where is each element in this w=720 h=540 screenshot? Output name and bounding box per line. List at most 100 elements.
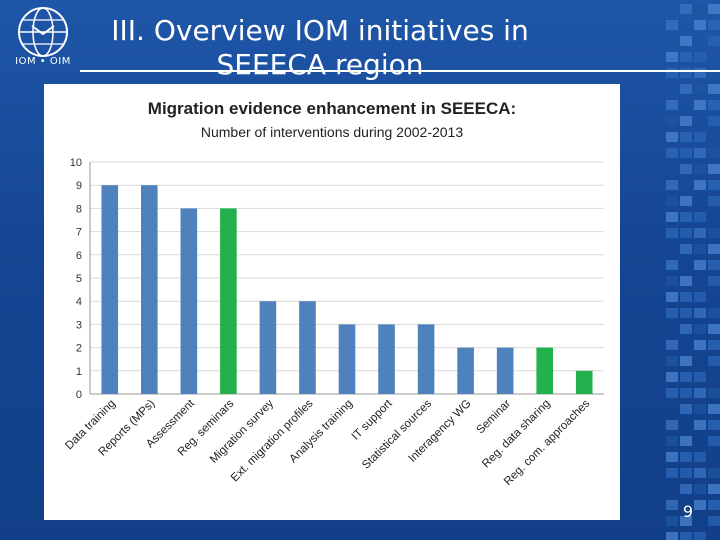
decorative-square xyxy=(694,132,706,142)
decorative-square xyxy=(666,52,678,62)
bar-seminar xyxy=(496,347,514,394)
decorative-square xyxy=(666,180,678,190)
bar-ext-migration-profiles xyxy=(299,301,316,394)
decorative-square xyxy=(666,340,678,350)
decorative-square xyxy=(680,388,692,398)
decorative-square xyxy=(694,308,706,318)
decorative-square xyxy=(694,164,706,174)
decorative-square xyxy=(694,212,706,222)
decorative-square xyxy=(694,244,706,254)
y-tick-label: 3 xyxy=(76,319,82,331)
bar-analysis-training xyxy=(338,324,356,394)
decorative-square xyxy=(666,68,678,78)
decorative-square xyxy=(680,436,692,446)
decorative-square xyxy=(666,196,678,206)
decorative-square xyxy=(694,52,706,62)
bar-reg-data-sharing xyxy=(536,347,553,394)
decorative-square xyxy=(694,84,706,94)
globe-icon xyxy=(18,7,68,57)
iom-logo xyxy=(6,4,80,74)
decorative-square xyxy=(694,100,706,110)
decorative-square xyxy=(666,308,678,318)
decorative-square xyxy=(708,324,720,334)
decorative-square xyxy=(694,148,706,158)
decorative-squares xyxy=(666,4,720,540)
decorative-square xyxy=(708,468,720,478)
decorative-square xyxy=(680,68,692,78)
decorative-square xyxy=(666,292,678,302)
bar-assessment xyxy=(180,208,198,394)
decorative-square xyxy=(708,196,720,206)
x-tick-label: Statistical sources xyxy=(360,397,434,471)
decorative-square xyxy=(680,516,692,526)
bar-reg-seminars xyxy=(220,208,237,394)
decorative-square xyxy=(680,276,692,286)
decorative-square xyxy=(680,116,692,126)
y-tick-label: 2 xyxy=(76,343,82,355)
decorative-square xyxy=(680,292,692,302)
bar-it-support xyxy=(378,324,395,394)
y-tick-label: 5 xyxy=(76,273,82,285)
decorative-square xyxy=(694,4,706,14)
decorative-square xyxy=(708,84,720,94)
decorative-square xyxy=(694,420,706,430)
x-tick-label: Reg. data sharing xyxy=(480,398,553,471)
decorative-square xyxy=(680,324,692,334)
decorative-square xyxy=(708,340,720,350)
bar-statistical-sources xyxy=(417,324,435,394)
decorative-square xyxy=(680,532,692,540)
x-tick-label: Seminar xyxy=(475,398,514,437)
chart-subtitle: Number of interventions during 2002-2013 xyxy=(201,124,463,140)
decorative-square xyxy=(666,116,678,126)
decorative-square xyxy=(708,404,720,414)
bar-reg-com-approaches xyxy=(575,370,593,394)
y-tick-label: 6 xyxy=(76,250,82,262)
bar-chart: Migration evidence enhancement in SEEECA… xyxy=(63,99,604,488)
title-divider xyxy=(80,70,720,72)
decorative-square xyxy=(708,20,720,30)
decorative-square xyxy=(666,212,678,222)
decorative-square xyxy=(680,148,692,158)
decorative-square xyxy=(680,212,692,222)
decorative-square xyxy=(694,292,706,302)
decorative-square xyxy=(666,228,678,238)
decorative-square xyxy=(680,356,692,366)
y-tick-label: 7 xyxy=(76,227,82,239)
decorative-square xyxy=(680,4,692,14)
decorative-square xyxy=(666,436,678,446)
decorative-square xyxy=(666,420,678,430)
slide-title: III. Overview IOM initiatives in SEEECA … xyxy=(111,14,529,81)
decorative-square xyxy=(694,324,706,334)
decorative-square xyxy=(666,468,678,478)
chart-title: Migration evidence enhancement in SEEECA… xyxy=(148,99,516,118)
y-tick-label: 0 xyxy=(76,389,82,401)
decorative-square xyxy=(694,452,706,462)
decorative-square xyxy=(680,484,692,494)
decorative-square xyxy=(666,276,678,286)
decorative-square xyxy=(708,68,720,78)
decorative-square xyxy=(708,420,720,430)
decorative-square xyxy=(680,244,692,254)
decorative-square xyxy=(708,180,720,190)
bars xyxy=(101,185,593,394)
decorative-square xyxy=(666,388,678,398)
decorative-square xyxy=(694,340,706,350)
decorative-square xyxy=(666,100,678,110)
decorative-square xyxy=(708,148,720,158)
decorative-square xyxy=(680,196,692,206)
decorative-square xyxy=(666,372,678,382)
logo-text: IOM • OIM xyxy=(15,56,71,67)
decorative-square xyxy=(680,468,692,478)
decorative-square xyxy=(708,36,720,46)
decorative-square xyxy=(666,516,678,526)
decorative-square xyxy=(694,404,706,414)
decorative-square xyxy=(680,228,692,238)
decorative-square xyxy=(708,4,720,14)
decorative-square xyxy=(694,228,706,238)
y-tick-label: 10 xyxy=(70,157,82,169)
decorative-square xyxy=(708,228,720,238)
bar-data-training xyxy=(101,185,119,394)
decorative-square xyxy=(680,308,692,318)
decorative-square xyxy=(666,532,678,540)
